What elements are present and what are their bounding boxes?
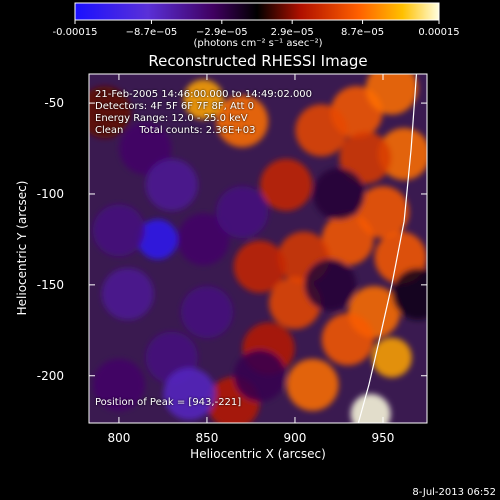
colorbar-tick-label: −8.7e−05	[125, 27, 178, 38]
emission-source	[233, 240, 286, 293]
negative-region	[216, 186, 269, 239]
heatmap-image	[89, 74, 427, 423]
colorbar	[74, 2, 440, 21]
negative-region	[101, 267, 154, 320]
x-tick-label: 850	[195, 431, 219, 445]
colorbar-tick-label: −2.9e−05	[196, 27, 248, 38]
y-tick-label: -200	[36, 368, 64, 383]
emission-source	[350, 393, 391, 423]
emission-source	[321, 313, 374, 366]
footer-date: 8-Jul-2013 06:52	[412, 487, 496, 498]
y-tick-label: -100	[36, 186, 64, 201]
negative-region	[145, 158, 198, 211]
colorbar-tick-label: 0.00015	[418, 27, 460, 38]
solar-limb-line	[357, 74, 418, 423]
y-tick-label: -150	[36, 277, 64, 292]
time-range-text: 21-Feb-2005 14:46:00.000 to 14:49:02.000	[95, 89, 313, 100]
emission-source	[286, 358, 339, 411]
y-tick-label: -50	[44, 96, 64, 111]
colorbar-tick-label: -0.00015	[52, 27, 98, 38]
x-tick-label: 950	[371, 431, 395, 445]
emission-source	[339, 131, 392, 184]
y-axis-label: Heliocentric Y (arcsec)	[15, 180, 29, 316]
plot-frame	[88, 73, 428, 424]
negative-region	[163, 367, 216, 420]
energy-range-text: Energy Range: 12.0 - 25.0 keV	[95, 113, 248, 124]
emission-source	[378, 127, 427, 180]
emission-source	[371, 337, 412, 378]
x-tick-label: 900	[283, 431, 307, 445]
negative-region	[92, 204, 145, 257]
emission-source	[295, 104, 348, 157]
negative-region	[92, 358, 145, 411]
emission-source	[183, 79, 224, 120]
emission-source	[216, 95, 269, 148]
colorbar-tick-label: 2.9e−05	[270, 27, 314, 38]
x-tick-label: 800	[107, 431, 131, 445]
negative-region	[119, 122, 172, 175]
negative-region	[137, 219, 178, 260]
emission-source	[356, 186, 409, 239]
colorbar-ticks	[74, 20, 440, 24]
counts-text: Clean Total counts: 2.36E+03	[95, 125, 256, 136]
emission-source	[89, 86, 131, 139]
negative-region	[304, 258, 357, 311]
negative-region	[180, 286, 233, 339]
negative-region	[392, 267, 427, 320]
emission-source	[365, 74, 418, 115]
negative-region	[312, 167, 365, 220]
emission-source	[321, 213, 374, 266]
detectors-text: Detectors: 4F 5F 6F 7F 8F, Att 0	[95, 101, 255, 112]
peak-position-text: Position of Peak = [943,-221]	[95, 397, 242, 408]
negative-region	[177, 213, 230, 266]
axis-ticks	[89, 74, 427, 423]
emission-source	[260, 158, 313, 211]
colorbar-unit-label: (photons cm⁻² s⁻¹ asec⁻²)	[193, 38, 323, 49]
x-axis-label: Heliocentric X (arcsec)	[190, 447, 326, 461]
colorbar-tick-label: 8.7e−05	[340, 27, 385, 38]
chart-title: Reconstructed RHESSI Image	[148, 52, 368, 70]
negative-region	[233, 349, 286, 402]
